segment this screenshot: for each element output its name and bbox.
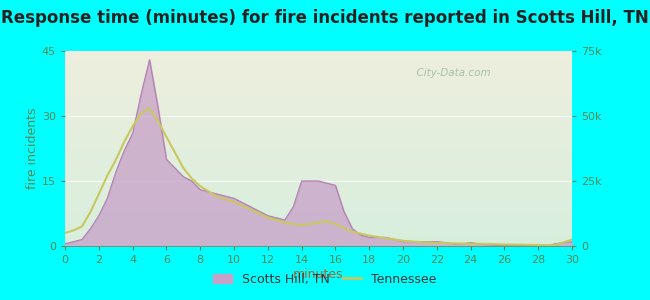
- X-axis label: minutes: minutes: [293, 268, 344, 281]
- Text: City-Data.com: City-Data.com: [410, 68, 490, 78]
- Y-axis label: fire incidents: fire incidents: [26, 108, 39, 189]
- Text: Response time (minutes) for fire incidents reported in Scotts Hill, TN: Response time (minutes) for fire inciden…: [1, 9, 649, 27]
- Legend: Scotts Hill, TN, Tennessee: Scotts Hill, TN, Tennessee: [209, 268, 441, 291]
